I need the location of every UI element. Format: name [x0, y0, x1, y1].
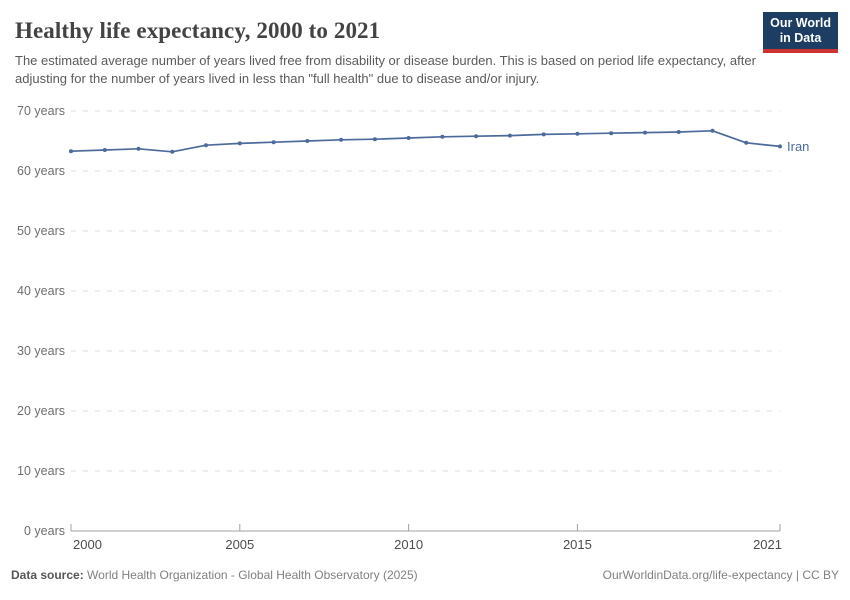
owid-logo[interactable]: Our World in Data — [763, 12, 838, 53]
y-axis-tick-label: 20 years — [17, 404, 65, 418]
data-point-marker[interactable] — [609, 131, 614, 136]
x-axis-tick-label: 2015 — [563, 537, 592, 552]
data-point-marker[interactable] — [204, 143, 208, 148]
x-axis: 2000 2005 2010 2015 2021 — [70, 524, 782, 552]
y-gridlines: 0 years 10 years 20 years 30 years 40 years 5… — [17, 104, 780, 538]
data-point-marker[interactable] — [474, 134, 479, 139]
data-point-marker[interactable] — [170, 149, 175, 154]
data-point-marker[interactable] — [136, 146, 141, 151]
y-axis-tick-label: 30 years — [17, 344, 65, 358]
data-source: Data source: World Health Organization -… — [11, 568, 418, 582]
chart-subtitle: The estimated average number of years li… — [15, 53, 756, 86]
owid-logo-line1: Our World — [770, 16, 831, 30]
data-point-marker[interactable] — [575, 131, 580, 136]
y-axis-tick-label: 40 years — [17, 284, 65, 298]
data-point-marker[interactable] — [69, 149, 73, 154]
data-point-marker[interactable] — [744, 140, 749, 145]
data-point-marker[interactable] — [643, 130, 647, 135]
x-axis-tick-label: 2005 — [225, 537, 254, 552]
series-label-iran[interactable]: Iran — [787, 139, 809, 154]
data-point-marker[interactable] — [778, 144, 782, 149]
data-point-marker[interactable] — [676, 130, 681, 134]
data-series-iran[interactable]: Iran — [69, 128, 809, 154]
x-axis-tick-label: 2021 — [753, 537, 782, 552]
data-point-marker[interactable] — [440, 134, 445, 139]
y-axis-tick-label: 70 years — [17, 104, 65, 118]
y-axis-tick-label: 0 years — [24, 524, 65, 538]
x-axis-tick-label: 2000 — [73, 537, 102, 552]
data-source-label: Data source: — [11, 568, 84, 582]
data-point-marker[interactable] — [507, 133, 512, 138]
data-point-marker[interactable] — [710, 128, 715, 133]
data-point-marker[interactable] — [271, 140, 276, 145]
page-title: Healthy life expectancy, 2000 to 2021 — [15, 18, 381, 43]
owid-logo-line2: in Data — [779, 31, 822, 45]
y-axis-tick-label: 60 years — [17, 164, 65, 178]
data-point-marker[interactable] — [406, 136, 411, 140]
owid-license-link[interactable]: OurWorldinData.org/life-expectancy | CC … — [602, 568, 839, 582]
data-point-marker[interactable] — [237, 141, 242, 146]
y-axis-tick-label: 10 years — [17, 464, 65, 478]
series-line[interactable] — [70, 129, 781, 153]
data-point-marker[interactable] — [305, 139, 310, 143]
data-point-marker[interactable] — [339, 137, 344, 142]
x-axis-tick-label: 2010 — [394, 537, 423, 552]
data-source-text: World Health Organization - Global Healt… — [83, 568, 418, 582]
data-point-marker[interactable] — [541, 132, 546, 137]
y-axis-tick-label: 50 years — [17, 224, 65, 238]
data-point-marker[interactable] — [102, 148, 107, 152]
data-point-marker[interactable] — [372, 137, 377, 142]
